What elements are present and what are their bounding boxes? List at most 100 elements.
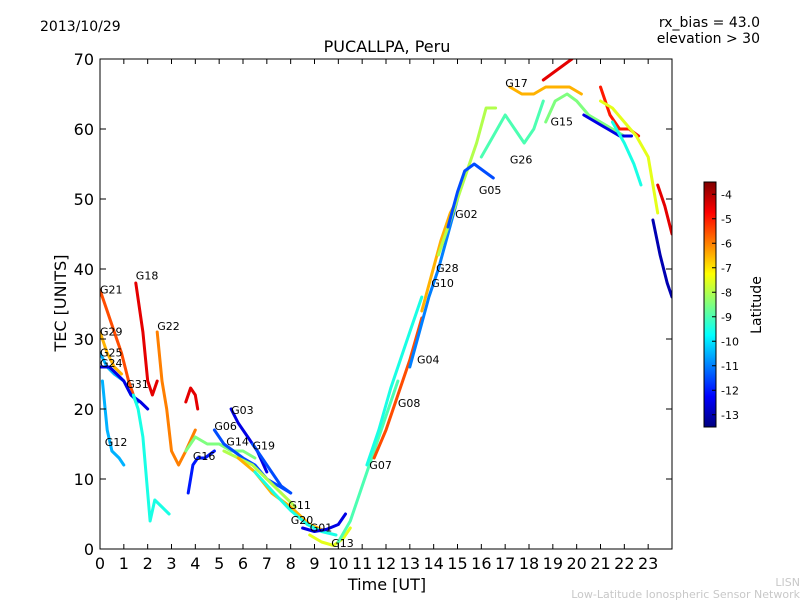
y-tick-label: 30	[74, 330, 94, 349]
satellite-label-g01: G01	[310, 522, 333, 535]
satellite-label-g06: G06	[214, 420, 237, 433]
x-tick-label: 10	[328, 554, 348, 573]
y-tick-label: 60	[74, 120, 94, 139]
x-axis-label: Time [UT]	[347, 575, 426, 594]
rx-bias-label: rx_bias = 43.0	[659, 15, 760, 31]
series-line-g15	[544, 92, 626, 138]
series-line-g19	[251, 442, 293, 495]
series-line-g08	[372, 316, 424, 460]
satellite-label-g02: G02	[455, 208, 478, 221]
satellite-label-g18: G18	[136, 270, 159, 283]
satellite-label-g15: G15	[551, 116, 574, 129]
series-line-g31	[131, 393, 171, 523]
series-line-track-30	[610, 120, 643, 187]
series-line-track-34	[184, 386, 200, 411]
series-line-g20	[253, 470, 338, 537]
x-tick-label: 0	[95, 554, 105, 573]
x-tick-label: 21	[590, 554, 610, 573]
series-line-g26	[479, 99, 545, 159]
colorbar-tick-label: -12	[721, 384, 739, 397]
colorbar-tick-label: -5	[721, 213, 732, 226]
colorbar-tick-label: -7	[721, 262, 732, 275]
series-line-g14	[222, 449, 297, 509]
satellite-label-g03: G03	[231, 404, 254, 417]
satellite-label-g14: G14	[226, 435, 249, 448]
x-tick-label: 3	[166, 554, 176, 573]
x-tick-label: 16	[471, 554, 491, 573]
chart-title: PUCALLPA, Peru	[324, 37, 451, 56]
colorbar-tick-label: -10	[721, 335, 739, 348]
satellite-label-g13: G13	[331, 537, 354, 550]
series-line-g10	[408, 197, 459, 369]
footer-network: Low-Latitude Ionospheric Sensor Network	[571, 588, 800, 600]
x-tick-label: 15	[447, 554, 467, 573]
colorbar-ticks: -4 -5 -6 -7 -8 -9 -10 -11 -12 -13	[712, 188, 739, 422]
colorbar-tick-label: -4	[721, 188, 732, 201]
series-line-g16	[184, 435, 257, 460]
satellite-label-g10: G10	[431, 277, 454, 290]
satellite-label-g24: G24	[100, 357, 123, 370]
x-tick-label: 7	[262, 554, 272, 573]
plot-frame	[99, 58, 673, 550]
satellite-label-g28: G28	[436, 262, 459, 275]
x-tick-label: 11	[352, 554, 372, 573]
x-tick-label: 22	[614, 554, 634, 573]
satellite-label-g05: G05	[479, 184, 502, 197]
series-line-g04	[365, 295, 424, 467]
colorbar-tick-label: -9	[721, 311, 732, 324]
x-tick-label: 9	[309, 554, 319, 573]
satellite-label-g04: G04	[417, 354, 440, 367]
series-line-g06	[212, 428, 293, 495]
series-line-track-27	[541, 59, 574, 82]
series-line-g29	[100, 330, 123, 376]
series-line-g12	[100, 379, 126, 467]
x-tick-label: 2	[143, 554, 153, 573]
y-tick-label: 70	[74, 50, 94, 69]
x-ticks: 0 1 2 3 4 5 6 7 8 9 10 11 12 13 14 15 16 17 18 19 20 21 22 23	[95, 59, 658, 573]
x-tick-label: 13	[400, 554, 420, 573]
series-line-g24	[100, 365, 150, 411]
colorbar-tick-label: -6	[721, 237, 732, 250]
x-tick-label: 6	[238, 554, 248, 573]
y-tick-label: 0	[84, 540, 94, 559]
series-line-g02	[436, 106, 498, 257]
series-line-g01	[301, 512, 347, 533]
y-tick-label: 40	[74, 260, 94, 279]
satellite-label-g26: G26	[510, 153, 533, 166]
date-label: 2013/10/29	[40, 19, 121, 35]
satellite-label-g25: G25	[100, 347, 123, 360]
satellite-label-g20: G20	[291, 514, 314, 527]
x-tick-label: 23	[638, 554, 658, 573]
y-ticks: 0 10 20 30 40 50 60 70	[74, 50, 672, 559]
series-line-g07	[336, 379, 400, 544]
satellite-label-g12: G12	[105, 436, 128, 449]
elevation-label: elevation > 30	[657, 31, 760, 47]
series-line-g13	[308, 526, 352, 547]
x-tick-label: 18	[519, 554, 539, 573]
y-tick-label: 50	[74, 190, 94, 209]
x-tick-label: 12	[376, 554, 396, 573]
series-line-track-28	[582, 113, 633, 138]
x-tick-label: 14	[423, 554, 443, 573]
x-tick-label: 20	[566, 554, 586, 573]
series-line-track-33	[656, 183, 672, 236]
colorbar-tick-label: -13	[721, 409, 739, 422]
series-layer	[100, 59, 672, 547]
x-tick-label: 8	[286, 554, 296, 573]
y-tick-label: 20	[74, 400, 94, 419]
footer-lisn: LISN	[775, 576, 800, 589]
x-tick-label: 17	[495, 554, 515, 573]
y-tick-label: 10	[74, 470, 94, 489]
series-line-g21	[100, 288, 138, 404]
x-tick-label: 19	[543, 554, 563, 573]
satellite-label-g19: G19	[253, 440, 276, 453]
series-line-g17	[508, 85, 583, 96]
series-line-track-31	[599, 99, 660, 215]
x-tick-label: 4	[190, 554, 200, 573]
satellite-label-g31: G31	[126, 378, 149, 391]
y-axis-label: TEC [UNITS]	[51, 255, 70, 353]
x-tick-label: 1	[119, 554, 129, 573]
series-line-g18	[134, 281, 159, 397]
